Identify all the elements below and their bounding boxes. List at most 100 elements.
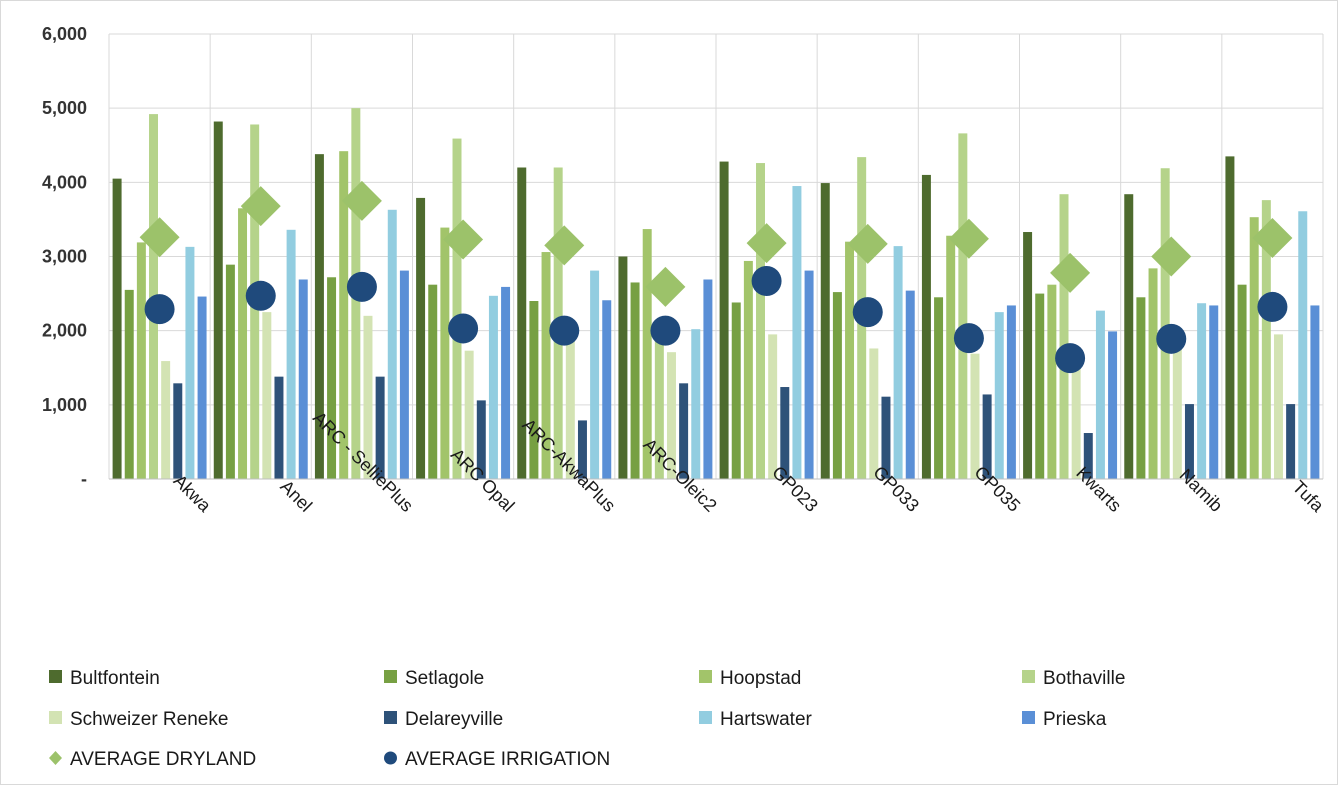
legend-swatch [1022, 670, 1035, 683]
bar [946, 235, 956, 479]
bar [1172, 349, 1182, 479]
irrigation-marker [751, 265, 782, 296]
bar [1273, 334, 1283, 480]
markers [139, 180, 1293, 374]
legend-swatch [384, 751, 397, 765]
bar [1095, 310, 1105, 479]
dryland-marker [139, 217, 180, 258]
dryland-marker [1050, 252, 1091, 293]
bar [124, 289, 134, 480]
bar [1071, 367, 1081, 479]
bar [905, 290, 915, 479]
y-tick-label: - [81, 469, 87, 489]
bar [1261, 200, 1271, 479]
bar [161, 361, 171, 479]
bar [1059, 194, 1069, 479]
bar [1136, 297, 1146, 479]
bar [679, 383, 689, 479]
dryland-marker [1151, 236, 1192, 277]
bar [225, 264, 235, 479]
bar [642, 229, 652, 479]
dryland-marker [645, 266, 686, 307]
bar [1023, 232, 1033, 479]
legend-swatch [49, 751, 62, 765]
legend-label: Bothaville [1043, 668, 1125, 689]
irrigation-marker [346, 271, 377, 302]
x-tick-label: Anel [276, 476, 316, 516]
bar [577, 420, 587, 479]
y-tick-label: 4,000 [42, 172, 87, 192]
legend-label: Hoopstad [720, 668, 801, 689]
irrigation-marker [1257, 291, 1288, 322]
bar [982, 394, 992, 479]
y-tick-label: 6,000 [42, 24, 87, 44]
irrigation-marker [650, 315, 681, 346]
legend-label: Delareyville [405, 709, 503, 730]
bar [1148, 268, 1158, 479]
dryland-marker [948, 218, 989, 259]
bar [1209, 305, 1219, 479]
bar [387, 209, 397, 479]
bar [464, 350, 474, 479]
bar [565, 338, 575, 479]
bar [921, 174, 931, 480]
bar [1286, 404, 1296, 479]
bar [756, 163, 765, 480]
dryland-marker [443, 219, 484, 260]
dryland-marker [544, 225, 585, 266]
bar [780, 387, 790, 479]
bar [630, 282, 640, 479]
bar [363, 315, 373, 479]
bar [893, 246, 903, 479]
legend-swatch [49, 711, 62, 724]
irrigation-marker [144, 294, 175, 325]
legend-label: AVERAGE IRRIGATION [405, 749, 610, 770]
bar [197, 296, 207, 479]
bar [1298, 211, 1308, 479]
legend-swatch [699, 711, 712, 724]
bar [274, 376, 284, 479]
legend: Bultfontein Setlagole Hoopstad Bothaville Sc… [49, 668, 1125, 770]
bar [719, 161, 729, 479]
legend-swatch [384, 670, 397, 683]
y-tick-label: 1,000 [42, 395, 87, 415]
bar [327, 277, 337, 479]
legend-label: Hartswater [720, 709, 813, 730]
legend-swatch [49, 670, 62, 683]
bar [339, 151, 349, 479]
bar [731, 302, 741, 479]
bar [238, 208, 248, 480]
gridlines [108, 33, 1324, 479]
bar [869, 348, 879, 479]
bar [970, 353, 980, 479]
bar [1160, 168, 1170, 480]
bar [112, 178, 122, 480]
irrigation-marker [1156, 323, 1187, 354]
bar [602, 300, 612, 479]
bar [1249, 217, 1259, 479]
bar [428, 284, 438, 479]
legend-label: Prieska [1043, 709, 1107, 730]
bar [743, 260, 753, 479]
bar [136, 242, 146, 479]
bar [488, 295, 498, 479]
bar [1083, 433, 1093, 479]
bar [541, 252, 551, 479]
irrigation-marker [245, 280, 276, 311]
bar [691, 329, 701, 479]
legend-label: Bultfontein [70, 668, 160, 689]
y-tick-label: 2,000 [42, 321, 87, 341]
bar [286, 229, 296, 479]
bar [666, 352, 676, 479]
bar [994, 312, 1004, 480]
bar [375, 376, 385, 479]
bar [820, 183, 830, 479]
bar [618, 256, 628, 479]
y-tick-label: 3,000 [42, 247, 87, 267]
bar [399, 270, 409, 479]
bar [703, 279, 713, 479]
bar [845, 241, 855, 479]
irrigation-marker [448, 313, 479, 344]
bar [792, 186, 802, 480]
bar [768, 334, 778, 480]
